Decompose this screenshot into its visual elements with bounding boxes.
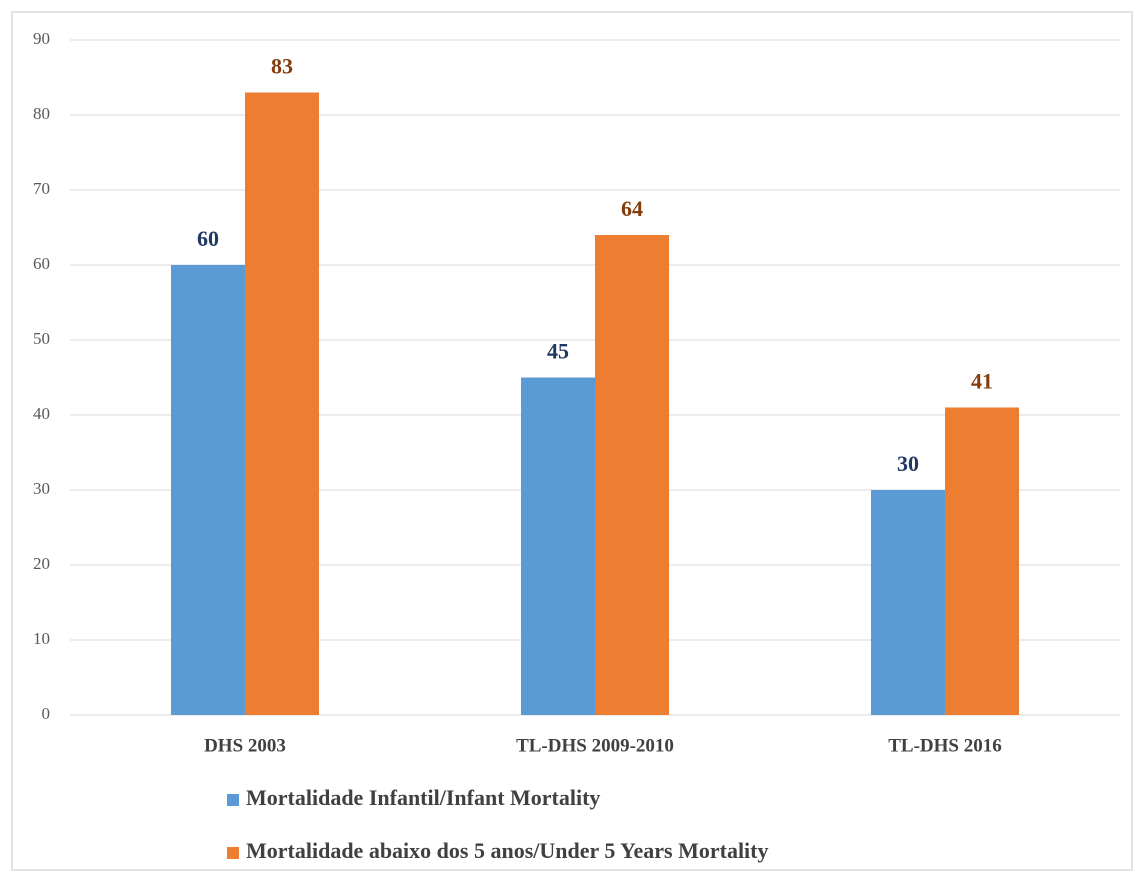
y-tick-label: 60 bbox=[33, 254, 50, 273]
bar bbox=[245, 92, 319, 715]
bar bbox=[171, 265, 245, 715]
x-tick-label: DHS 2003 bbox=[204, 735, 286, 756]
x-tick-label: TL-DHS 2009-2010 bbox=[516, 735, 674, 756]
legend-label: Mortalidade Infantil/Infant Mortality bbox=[246, 785, 600, 810]
legend-label: Mortalidade abaixo dos 5 anos/Under 5 Ye… bbox=[246, 838, 769, 863]
y-tick-label: 40 bbox=[33, 404, 50, 423]
y-tick-label: 30 bbox=[33, 479, 50, 498]
bar bbox=[945, 407, 1019, 715]
y-tick-label: 20 bbox=[33, 554, 50, 573]
data-label: 64 bbox=[621, 196, 643, 221]
data-label: 83 bbox=[271, 54, 293, 79]
data-label: 30 bbox=[897, 451, 919, 476]
bar bbox=[521, 377, 595, 715]
y-tick-label: 10 bbox=[33, 629, 50, 648]
bar bbox=[595, 235, 669, 715]
data-label: 45 bbox=[547, 339, 569, 364]
legend-swatch bbox=[227, 847, 239, 859]
legend-swatch bbox=[227, 794, 239, 806]
y-tick-label: 90 bbox=[33, 29, 50, 48]
y-tick-label: 50 bbox=[33, 329, 50, 348]
y-tick-label: 0 bbox=[42, 704, 51, 723]
data-label: 41 bbox=[971, 369, 993, 394]
data-label: 60 bbox=[197, 226, 219, 251]
y-tick-label: 80 bbox=[33, 104, 50, 123]
y-tick-label: 70 bbox=[33, 179, 50, 198]
bar bbox=[871, 490, 945, 715]
x-tick-label: TL-DHS 2016 bbox=[888, 735, 1002, 756]
